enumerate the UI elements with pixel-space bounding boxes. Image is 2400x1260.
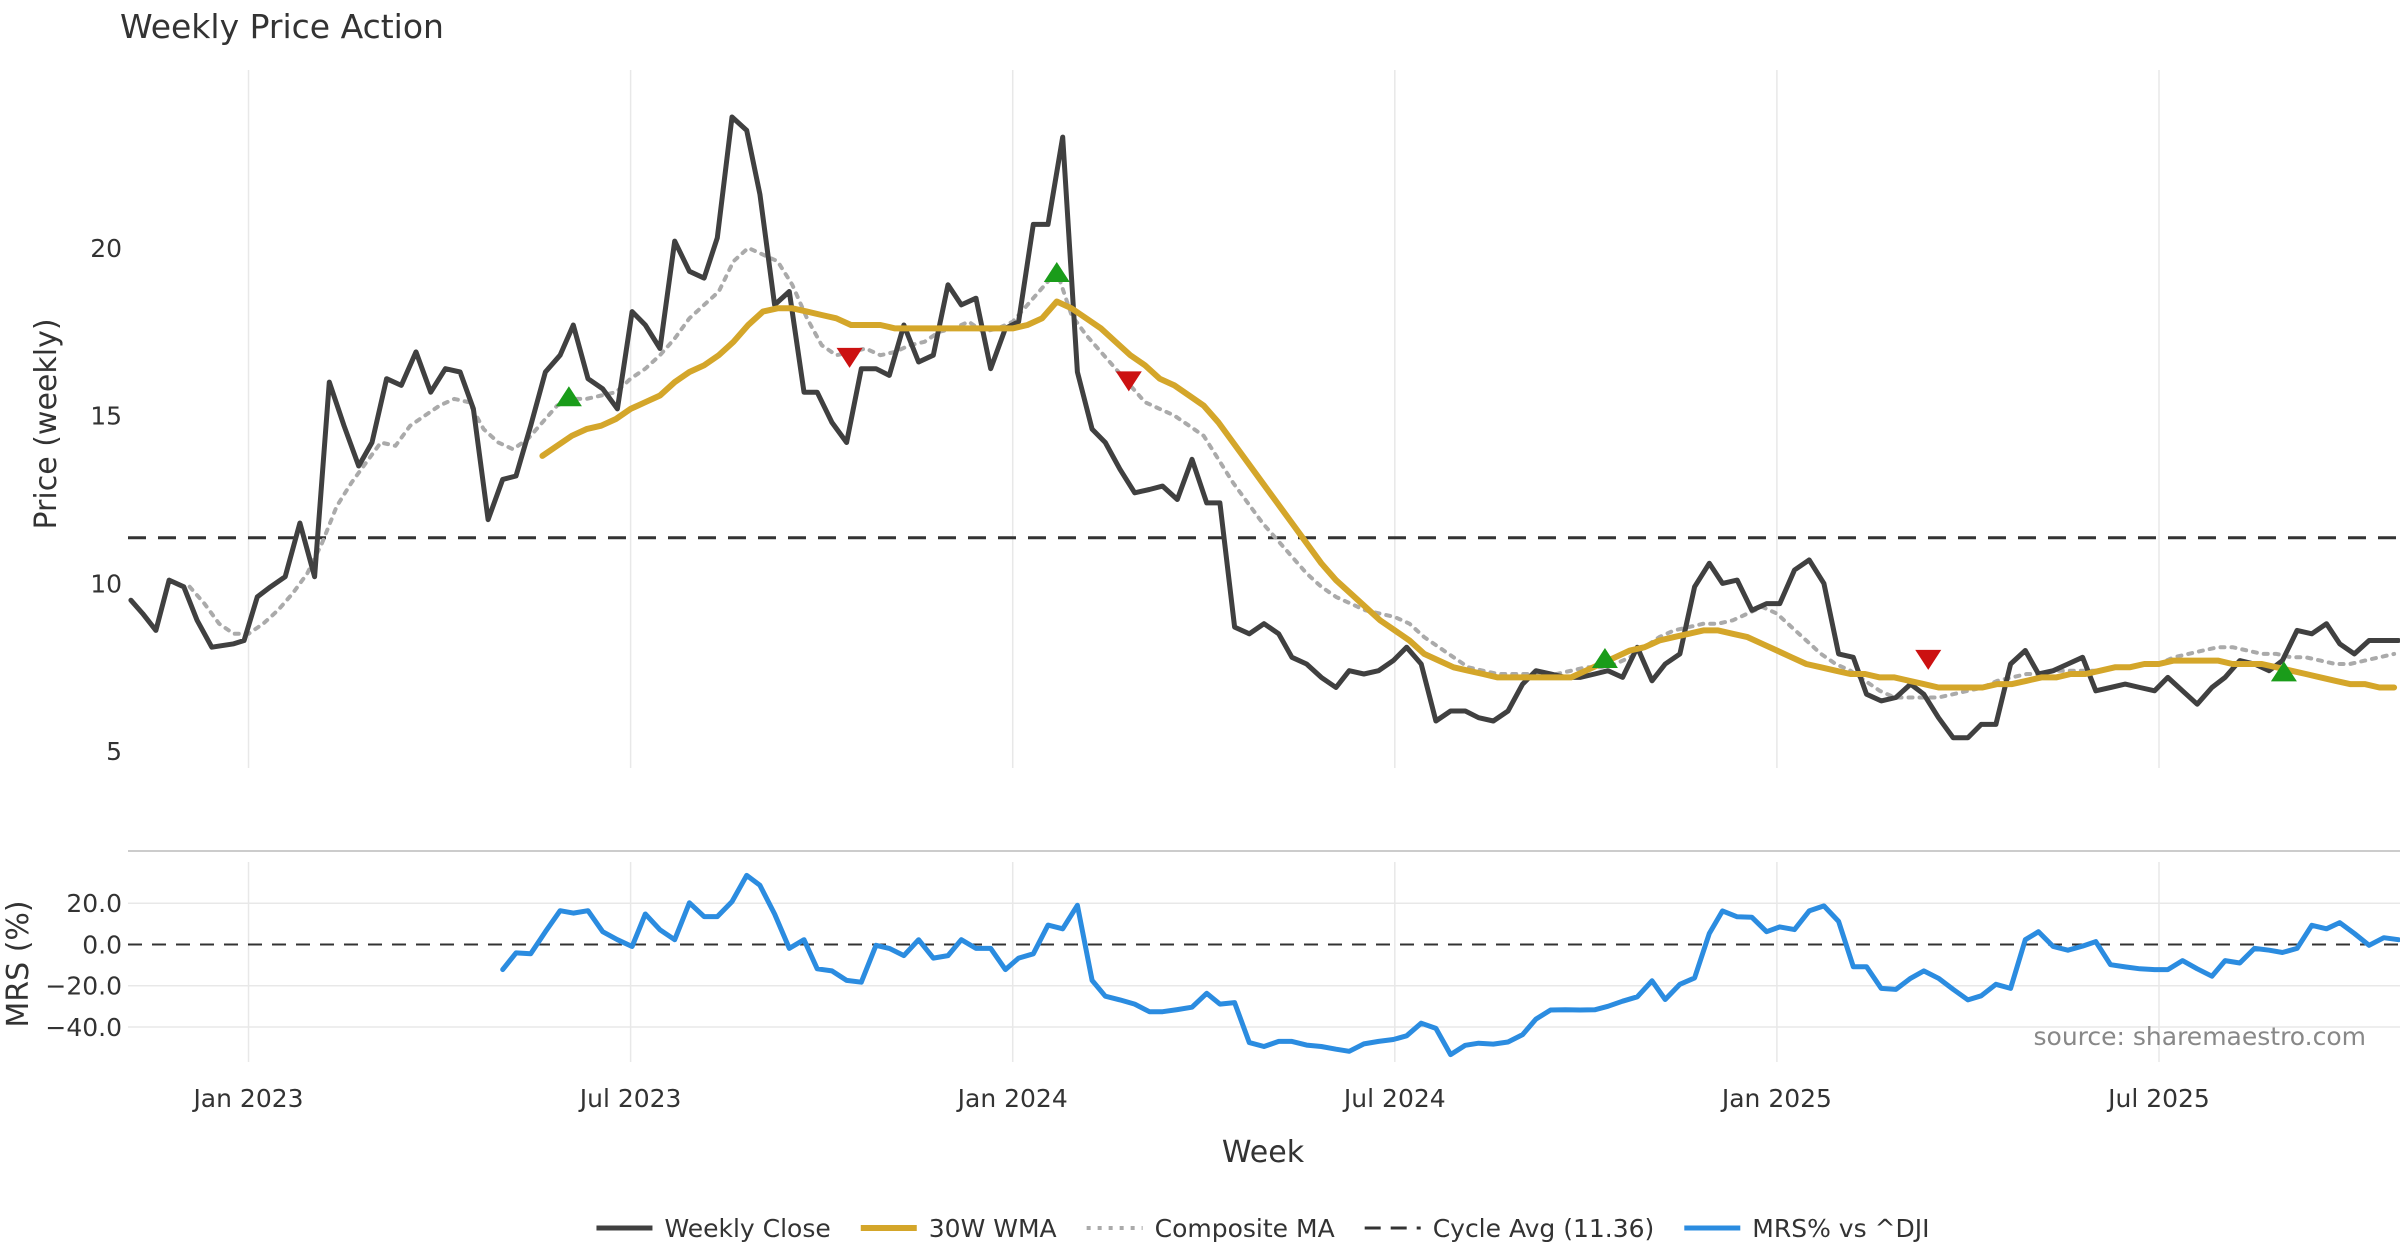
price-y-tick-label: 20 [90,234,122,263]
mrs-y-tick-label: −20.0 [45,972,122,1001]
sell-signal-marker [1115,371,1142,392]
series-line-mrs [500,872,2400,1058]
price-y-tick-label: 15 [90,402,122,431]
sell-signal-marker [1915,649,1942,670]
buy-signal-marker [555,386,582,407]
series-line-close [128,114,2400,741]
buy-signal-marker [2270,661,2297,682]
price-grid [247,70,2160,768]
x-tick-label: Jan 2025 [1720,1084,1832,1113]
x-tick-label: Jul 2025 [2106,1084,2210,1113]
x-tick-label: Jan 2024 [956,1084,1068,1113]
mrs-y-tick-label: 0.0 [82,930,122,959]
legend: Weekly Close 30W WMA Composite MA Cycle Avg… [596,1214,1930,1243]
x-tick-label: Jan 2023 [191,1084,303,1113]
buy-signal-marker [1591,647,1618,668]
legend-label: MRS% vs ^DJI [1752,1214,1929,1243]
x-axis-label: Week [1222,1135,1305,1170]
chart-title: Weekly Price Action [120,7,444,46]
x-tick-label: Jul 2024 [1342,1084,1446,1113]
legend-label: Cycle Avg (11.36) [1433,1214,1655,1243]
series-line-composite [187,245,2397,700]
source-note: source: sharemaestro.com [2034,1022,2367,1051]
x-tick-label: Jul 2023 [578,1084,682,1113]
legend-label: 30W WMA [929,1214,1057,1243]
mrs-grid [128,862,2400,1062]
mrs-series [500,872,2400,1058]
price-y-tick-label: 5 [106,737,122,766]
legend-label: Weekly Close [664,1214,830,1243]
legend-label: Composite MA [1155,1214,1335,1243]
price-y-tick-label: 10 [90,569,122,598]
sell-signal-marker [836,347,863,368]
mrs-y-axis: −40.0 −20.0 0.0 20.0 [45,889,122,1042]
series-line-wma [539,298,2398,691]
signal-markers [555,262,2297,682]
mrs-y-tick-label: 20.0 [66,889,122,918]
price-series [128,114,2400,741]
buy-signal-marker [1043,262,1070,283]
x-axis: Jan 2023 Jul 2023 Jan 2024 Jul 2024 Jan 2025… [191,1084,2209,1113]
price-y-axis-label: Price (weekly) [29,318,64,529]
mrs-y-axis-label: MRS (%) [1,900,36,1027]
price-y-axis: 5 10 15 20 [90,234,122,766]
mrs-y-tick-label: −40.0 [45,1013,122,1042]
